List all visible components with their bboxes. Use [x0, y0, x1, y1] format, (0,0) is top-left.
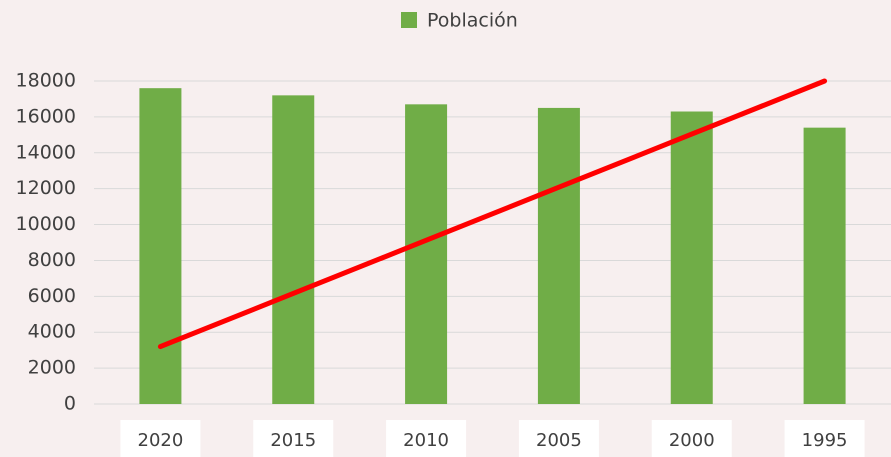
y-tick-label: 18000: [16, 70, 76, 92]
legend-label: Población: [427, 10, 518, 32]
x-tick-label: 2010: [403, 430, 449, 451]
bar: [405, 104, 447, 404]
x-tick-label: 2000: [669, 430, 715, 451]
y-tick-label: 8000: [28, 249, 76, 271]
chart: 0 2000 4000 6000 8000 10000 12000 14000 16000 180…: [0, 0, 891, 457]
y-tick-label: 14000: [16, 141, 76, 163]
x-tick-label: 1995: [802, 430, 848, 451]
bar: [538, 108, 580, 404]
y-tick-label: 12000: [16, 177, 76, 199]
x-tick-label: 2015: [270, 430, 316, 451]
x-tick-label: 2020: [138, 430, 184, 451]
bar: [139, 88, 181, 404]
y-tick-label: 4000: [28, 321, 76, 343]
legend-swatch: [401, 12, 417, 28]
y-tick-label: 16000: [16, 105, 76, 127]
x-tick-label: 2005: [536, 430, 582, 451]
y-tick-label: 6000: [28, 285, 76, 307]
bar: [804, 128, 846, 404]
bar: [272, 95, 314, 404]
bar: [671, 112, 713, 404]
y-tick-label: 0: [64, 393, 76, 415]
y-tick-label: 10000: [16, 213, 76, 235]
y-tick-label: 2000: [28, 357, 76, 379]
